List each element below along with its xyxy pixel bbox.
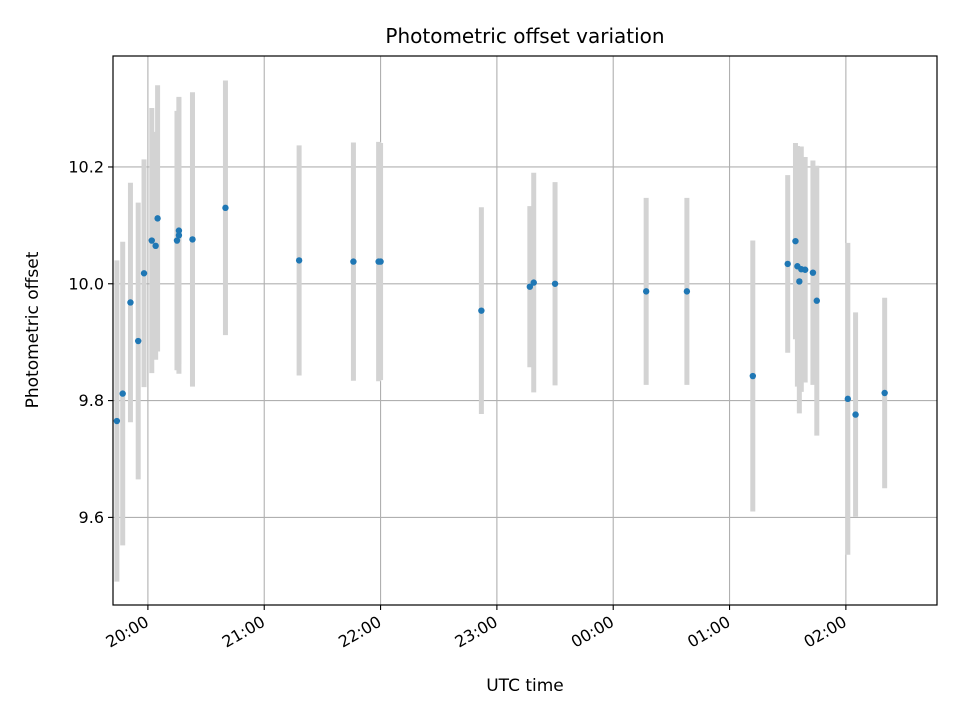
- data-point: [526, 283, 534, 290]
- data-point: [173, 237, 181, 244]
- data-point: [530, 279, 537, 286]
- data-point: [881, 389, 888, 397]
- data-point: [113, 417, 121, 425]
- data-point: [295, 257, 303, 264]
- data-point: [148, 237, 155, 244]
- x-axis-label: UTC time: [486, 676, 564, 696]
- data-point: [189, 236, 196, 243]
- data-point: [478, 307, 485, 314]
- data-point: [377, 258, 384, 265]
- data-point: [796, 278, 803, 285]
- data-point: [119, 390, 126, 397]
- data-point: [792, 237, 799, 245]
- data-point: [801, 266, 809, 273]
- data-point: [350, 258, 357, 265]
- data-point: [175, 232, 183, 239]
- data-point: [813, 297, 820, 304]
- y-tick-label: 10.0: [68, 274, 104, 293]
- data-point: [844, 395, 852, 403]
- data-point: [140, 270, 148, 277]
- plot-area-frame: [112, 55, 938, 606]
- y-tick-label: 9.6: [79, 508, 104, 527]
- data-point: [135, 337, 142, 345]
- data-point: [222, 204, 229, 212]
- data-point: [809, 269, 817, 276]
- data-point: [852, 411, 859, 418]
- chart-title: Photometric offset variation: [385, 24, 664, 48]
- y-tick-label: 9.8: [79, 391, 104, 410]
- y-axis-label: Photometric offset: [23, 251, 43, 408]
- data-point: [749, 372, 757, 380]
- data-point: [642, 288, 650, 295]
- data-point: [784, 260, 791, 268]
- data-point: [154, 215, 161, 222]
- data-point: [152, 242, 159, 250]
- y-tick-label: 10.2: [68, 157, 104, 176]
- data-point: [175, 227, 183, 234]
- data-points: [113, 204, 888, 425]
- data-point: [683, 288, 691, 295]
- data-point: [127, 299, 134, 306]
- data-point: [551, 280, 559, 287]
- y-axis-ticks: 9.6 9.8 10.0 10.2: [68, 157, 113, 527]
